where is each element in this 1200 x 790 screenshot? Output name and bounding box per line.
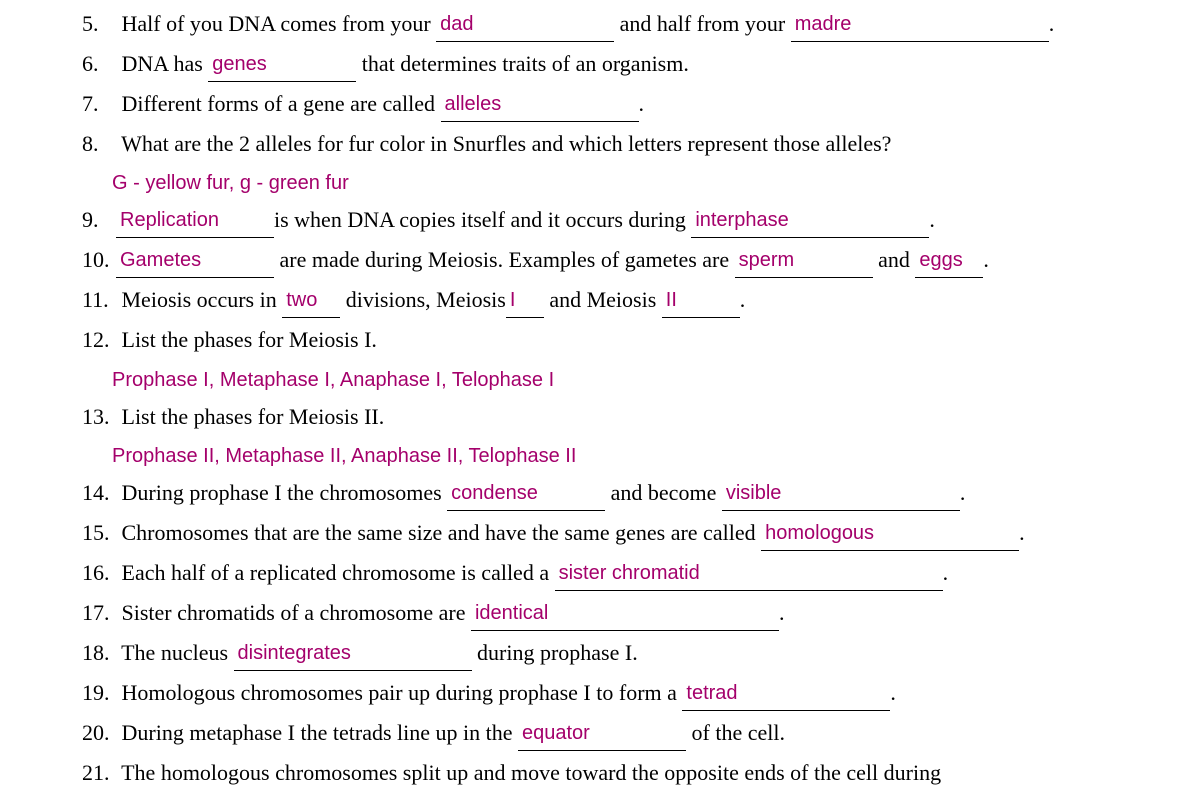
q-text: List the phases for Meiosis II. — [122, 404, 385, 429]
question-8-answer: G - yellow fur, g - green fur — [82, 164, 1200, 199]
q-number: 11. — [82, 282, 116, 317]
answer-blank[interactable]: condense — [447, 477, 605, 511]
q-text: Meiosis occurs in — [122, 287, 277, 312]
answer-blank[interactable]: Gametes — [116, 244, 274, 278]
question-13: 13. List the phases for Meiosis II. — [82, 399, 1200, 434]
q-number: 12. — [82, 322, 116, 357]
q-text: divisions, Meiosis — [346, 287, 506, 312]
q-text: The nucleus — [121, 640, 228, 665]
question-9: 9.Replicationis when DNA copies itself a… — [82, 202, 1200, 239]
question-21: 21. The homologous chromosomes split up … — [82, 755, 1200, 790]
q-text: Half of you DNA comes from your — [122, 11, 431, 36]
answer-blank[interactable]: Replication — [116, 204, 274, 238]
question-16: 16. Each half of a replicated chromosome… — [82, 555, 1200, 592]
q-text: . — [779, 600, 785, 625]
q-number: 17. — [82, 595, 116, 630]
q-text: . — [639, 91, 645, 116]
answer-blank[interactable]: sister chromatid — [555, 557, 943, 591]
answer-blank[interactable]: disintegrates — [234, 637, 472, 671]
question-5: 5. Half of you DNA comes from your dad a… — [82, 6, 1200, 43]
question-17: 17. Sister chromatids of a chromosome ar… — [82, 595, 1200, 632]
q-number: 7. — [82, 86, 116, 121]
answer-blank[interactable]: equator — [518, 717, 686, 751]
q-number: 5. — [82, 6, 116, 41]
q-text: During prophase I the chromosomes — [122, 480, 442, 505]
answer-blank[interactable]: visible — [722, 477, 960, 511]
q-text: of the cell. — [692, 720, 785, 745]
q-text: . — [1019, 520, 1025, 545]
answer-blank[interactable]: alleles — [441, 88, 639, 122]
worksheet: 5. Half of you DNA comes from your dad a… — [0, 0, 1200, 790]
q-number: 13. — [82, 399, 116, 434]
answer-blank[interactable]: madre — [791, 8, 1049, 42]
q-text: Chromosomes that are the same size and h… — [122, 520, 756, 545]
question-12: 12. List the phases for Meiosis I. — [82, 322, 1200, 357]
q-text: Sister chromatids of a chromosome are — [122, 600, 466, 625]
question-6: 6. DNA has genes that determines traits … — [82, 46, 1200, 83]
q-text: . — [943, 560, 949, 585]
q-number: 10. — [82, 242, 116, 277]
question-10: 10.Gametes are made during Meiosis. Exam… — [82, 242, 1200, 279]
q-number: 9. — [82, 202, 116, 237]
question-7: 7. Different forms of a gene are called … — [82, 86, 1200, 123]
question-13-answer: Prophase II, Metaphase II, Anaphase II, … — [82, 437, 1200, 472]
q-text: is when DNA copies itself and it occurs … — [274, 207, 686, 232]
answer-blank[interactable]: two — [282, 284, 340, 318]
q-text: The homologous chromosomes split up and … — [121, 760, 941, 785]
q-text: Different forms of a gene are called — [122, 91, 436, 116]
question-14: 14. During prophase I the chromosomes co… — [82, 475, 1200, 512]
question-12-answer: Prophase I, Metaphase I, Anaphase I, Tel… — [82, 361, 1200, 396]
q-text: that determines traits of an organism. — [362, 51, 689, 76]
q-number: 20. — [82, 715, 116, 750]
q-text: and become — [611, 480, 717, 505]
q-number: 15. — [82, 515, 116, 550]
answer-blank[interactable]: II — [662, 284, 740, 318]
q-text: . — [740, 287, 746, 312]
answer-blank[interactable]: genes — [208, 48, 356, 82]
answer-blank[interactable]: homologous — [761, 517, 1019, 551]
q-text: Each half of a replicated chromosome is … — [122, 560, 550, 585]
question-15: 15. Chromosomes that are the same size a… — [82, 515, 1200, 552]
q-text: . — [929, 207, 935, 232]
q-text: During metaphase I the tetrads line up i… — [122, 720, 513, 745]
q-text: and — [878, 247, 910, 272]
answer-blank[interactable]: sperm — [735, 244, 873, 278]
q-text: List the phases for Meiosis I. — [122, 327, 377, 352]
answer-blank[interactable]: eggs — [915, 244, 983, 278]
answer-blank[interactable]: I — [506, 284, 544, 318]
answer-text: G - yellow fur, g - green fur — [82, 167, 349, 199]
q-text: . — [983, 247, 989, 272]
q-number: 19. — [82, 675, 116, 710]
q-text: Homologous chromosomes pair up during pr… — [122, 680, 677, 705]
q-text: . — [890, 680, 896, 705]
q-text: during prophase I. — [477, 640, 638, 665]
question-20: 20. During metaphase I the tetrads line … — [82, 715, 1200, 752]
answer-blank[interactable]: tetrad — [682, 677, 890, 711]
answer-blank[interactable]: dad — [436, 8, 614, 42]
q-number: 16. — [82, 555, 116, 590]
q-text: and half from your — [620, 11, 786, 36]
answer-blank[interactable]: interphase — [691, 204, 929, 238]
q-number: 14. — [82, 475, 116, 510]
q-text: are made during Meiosis. Examples of gam… — [280, 247, 730, 272]
question-8: 8. What are the 2 alleles for fur color … — [82, 126, 1200, 161]
answer-text: Prophase II, Metaphase II, Anaphase II, … — [82, 440, 576, 472]
q-number: 6. — [82, 46, 116, 81]
q-text: . — [960, 480, 966, 505]
q-number: 18. — [82, 635, 116, 670]
question-19: 19. Homologous chromosomes pair up durin… — [82, 675, 1200, 712]
q-number: 21. — [82, 755, 116, 790]
question-18: 18. The nucleus disintegrates during pro… — [82, 635, 1200, 672]
q-text: What are the 2 alleles for fur color in … — [121, 131, 891, 156]
answer-text: Prophase I, Metaphase I, Anaphase I, Tel… — [82, 364, 554, 396]
q-text: and Meiosis — [549, 287, 656, 312]
q-number: 8. — [82, 126, 116, 161]
q-text: . — [1049, 11, 1055, 36]
q-text: DNA has — [122, 51, 203, 76]
answer-blank[interactable]: identical — [471, 597, 779, 631]
question-11: 11. Meiosis occurs in two divisions, Mei… — [82, 282, 1200, 319]
